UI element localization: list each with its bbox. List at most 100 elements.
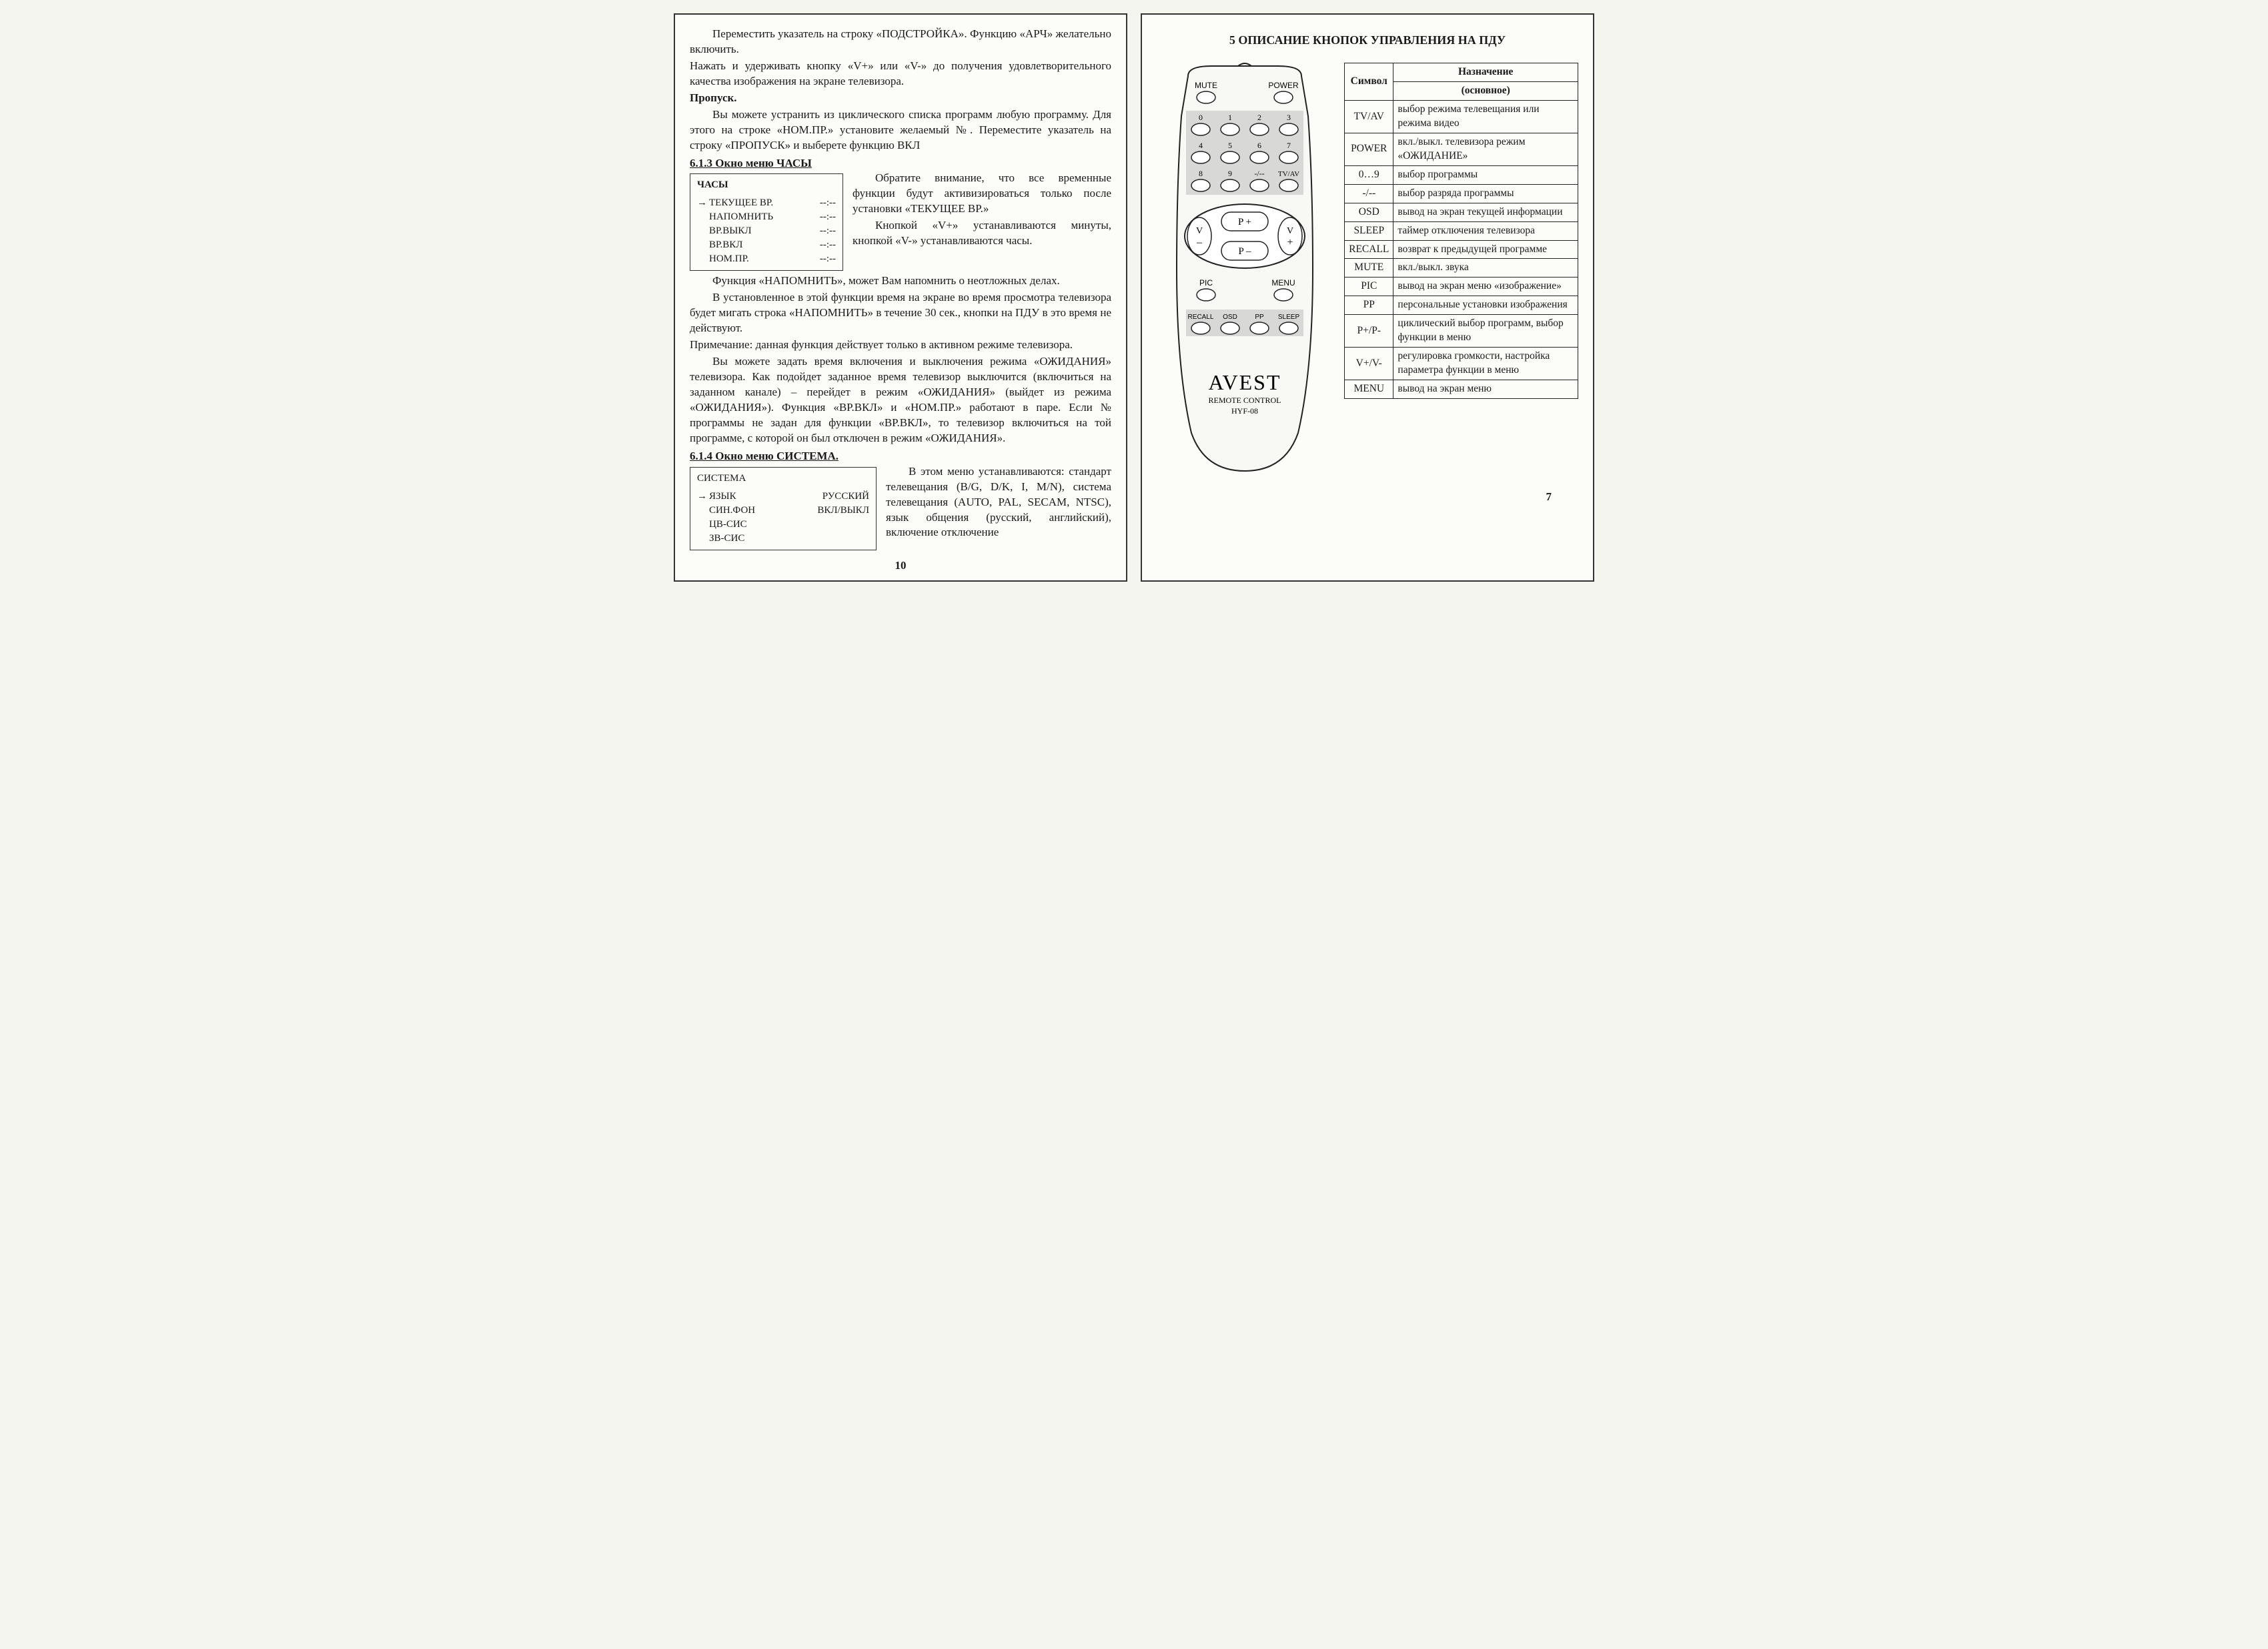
p-minus-label: P – bbox=[1238, 246, 1251, 257]
digit-9-button[interactable] bbox=[1221, 179, 1239, 191]
digit-5-label: 5 bbox=[1228, 141, 1232, 150]
clock-row-0: → ТЕКУЩЕЕ ВР. --:-- bbox=[697, 196, 836, 210]
recall-button[interactable] bbox=[1191, 322, 1210, 334]
pic-label: PIC bbox=[1199, 278, 1213, 288]
v-right-label: V bbox=[1287, 226, 1293, 236]
section-614: 6.1.4 Окно меню СИСТЕМА. bbox=[690, 449, 1111, 464]
sys-row-2: ЦВ-СИС bbox=[697, 518, 869, 532]
desc-cell: циклический выбор программ, выбор функци… bbox=[1393, 315, 1578, 348]
clock-row-4: НОМ.ПР. --:-- bbox=[697, 252, 836, 266]
menu-arrow-icon bbox=[697, 224, 709, 238]
symbol-cell: 0…9 bbox=[1345, 165, 1393, 184]
heading-propusk: Пропуск. bbox=[690, 91, 1111, 106]
menu-arrow-icon bbox=[697, 532, 709, 546]
v-minus-button[interactable] bbox=[1187, 217, 1211, 255]
desc-cell: вывод на экран меню «изображение» bbox=[1393, 278, 1578, 296]
osd-button[interactable] bbox=[1221, 322, 1239, 334]
table-row: SLEEPтаймер отключения телевизора bbox=[1345, 221, 1578, 240]
table-row: PPперсональные установки изображения bbox=[1345, 296, 1578, 315]
para-vplus: Нажать и удерживать кнопку «V+» или «V-»… bbox=[690, 59, 1111, 89]
menu-arrow-icon: → bbox=[697, 196, 709, 210]
v-plus-label: + bbox=[1287, 237, 1293, 248]
mute-button[interactable] bbox=[1197, 91, 1215, 103]
para-napomnit-2: В установленное в этой функции время на … bbox=[690, 290, 1111, 336]
digit-6-button[interactable] bbox=[1250, 151, 1269, 163]
sys-row-label: ЯЗЫК bbox=[709, 490, 822, 504]
sys-row-1: СИН.ФОН ВКЛ/ВЫКЛ bbox=[697, 504, 869, 518]
digit-2-button[interactable] bbox=[1250, 123, 1269, 135]
v-plus-button[interactable] bbox=[1278, 217, 1302, 255]
clock-row-label: НАПОМНИТЬ bbox=[709, 210, 820, 224]
right-page: 5 ОПИСАНИЕ КНОПОК УПРАВЛЕНИЯ НА ПДУ MUTE… bbox=[1141, 13, 1594, 582]
digit-2-label: 2 bbox=[1257, 113, 1261, 122]
desc-cell: персональные установки изображения bbox=[1393, 296, 1578, 315]
menu-label: MENU bbox=[1271, 278, 1295, 288]
para-podstroyka: Переместить указатель на строку «ПОДСТРО… bbox=[690, 27, 1111, 57]
clock-row-val: --:-- bbox=[820, 196, 836, 210]
desc-cell: выбор программы bbox=[1393, 165, 1578, 184]
symbol-cell: MENU bbox=[1345, 380, 1393, 398]
sys-row-0: → ЯЗЫК РУССКИЙ bbox=[697, 490, 869, 504]
clock-menu-title: ЧАСЫ bbox=[697, 178, 836, 192]
table-row: RECALLвозврат к предыдущей программе bbox=[1345, 240, 1578, 259]
th-purpose-sub: (основное) bbox=[1393, 82, 1578, 101]
symbol-cell: MUTE bbox=[1345, 259, 1393, 278]
menu-arrow-icon: → bbox=[697, 490, 709, 504]
digit-1-button[interactable] bbox=[1221, 123, 1239, 135]
clock-row-label: НОМ.ПР. bbox=[709, 252, 820, 266]
power-label: POWER bbox=[1268, 81, 1299, 90]
para-napomnit: Функция «НАПОМНИТЬ», может Вам напомнить… bbox=[690, 273, 1111, 289]
menu-arrow-icon bbox=[697, 252, 709, 266]
power-button[interactable] bbox=[1274, 91, 1293, 103]
button-description-table: Символ Назначение (основное) TV/AVвыбор … bbox=[1344, 63, 1578, 399]
symbol-cell: -/-- bbox=[1345, 184, 1393, 203]
remote-svg: MUTE POWER 0 1 2 3 bbox=[1158, 63, 1331, 476]
desc-cell: таймер отключения телевизора bbox=[1393, 221, 1578, 240]
sys-row-label: ЗВ-СИС bbox=[709, 532, 869, 546]
clock-row-label: ВР.ВЫКЛ bbox=[709, 224, 820, 238]
digit-9-label: 9 bbox=[1228, 169, 1232, 178]
digit-0-label: 0 bbox=[1199, 113, 1203, 122]
clock-row-2: ВР.ВЫКЛ --:-- bbox=[697, 224, 836, 238]
section-613: 6.1.3 Окно меню ЧАСЫ bbox=[690, 156, 1111, 171]
sys-row-3: ЗВ-СИС bbox=[697, 532, 869, 546]
sys-row-label: ЦВ-СИС bbox=[709, 518, 869, 532]
sys-row-label: СИН.ФОН bbox=[709, 504, 817, 518]
sleep-button[interactable] bbox=[1279, 322, 1298, 334]
digit-8-button[interactable] bbox=[1191, 179, 1210, 191]
mute-label: MUTE bbox=[1195, 81, 1217, 90]
tvav-button[interactable] bbox=[1279, 179, 1298, 191]
clock-row-val: --:-- bbox=[820, 252, 836, 266]
menu-arrow-icon bbox=[697, 210, 709, 224]
desc-cell: вкл./выкл. звука bbox=[1393, 259, 1578, 278]
pp-button[interactable] bbox=[1250, 322, 1269, 334]
symbol-cell: RECALL bbox=[1345, 240, 1393, 259]
digit-3-button[interactable] bbox=[1279, 123, 1298, 135]
desc-cell: вкл./выкл. телевизора режим «ОЖИДАНИЕ» bbox=[1393, 133, 1578, 165]
table-row: OSDвывод на экран текущей информации bbox=[1345, 203, 1578, 221]
desc-cell: возврат к предыдущей программе bbox=[1393, 240, 1578, 259]
dash-label: -/-- bbox=[1254, 169, 1264, 178]
clock-row-3: ВР.ВКЛ --:-- bbox=[697, 238, 836, 252]
desc-cell: вывод на экран меню bbox=[1393, 380, 1578, 398]
th-purpose: Назначение bbox=[1393, 63, 1578, 82]
digit-3-label: 3 bbox=[1287, 113, 1291, 122]
digit-0-button[interactable] bbox=[1191, 123, 1210, 135]
symbol-cell: SLEEP bbox=[1345, 221, 1393, 240]
menu-button[interactable] bbox=[1274, 289, 1293, 301]
th-symbol: Символ bbox=[1345, 63, 1393, 101]
digit-7-button[interactable] bbox=[1279, 151, 1298, 163]
digit-4-button[interactable] bbox=[1191, 151, 1210, 163]
clock-row-label: ВР.ВКЛ bbox=[709, 238, 820, 252]
clock-row-label: ТЕКУЩЕЕ ВР. bbox=[709, 196, 820, 210]
digit-6-label: 6 bbox=[1257, 141, 1261, 150]
dash-button[interactable] bbox=[1250, 179, 1269, 191]
p-plus-label: P + bbox=[1238, 217, 1251, 227]
system-menu-box: СИСТЕМА → ЯЗЫК РУССКИЙ СИН.ФОН ВКЛ/ВЫКЛ … bbox=[690, 467, 877, 550]
pic-button[interactable] bbox=[1197, 289, 1215, 301]
digit-5-button[interactable] bbox=[1221, 151, 1239, 163]
table-row: MUTEвкл./выкл. звука bbox=[1345, 259, 1578, 278]
table-row: POWERвкл./выкл. телевизора режим «ОЖИДАН… bbox=[1345, 133, 1578, 165]
page-number-left: 10 bbox=[690, 558, 1111, 574]
desc-cell: выбор режима телевещания или режима виде… bbox=[1393, 101, 1578, 133]
